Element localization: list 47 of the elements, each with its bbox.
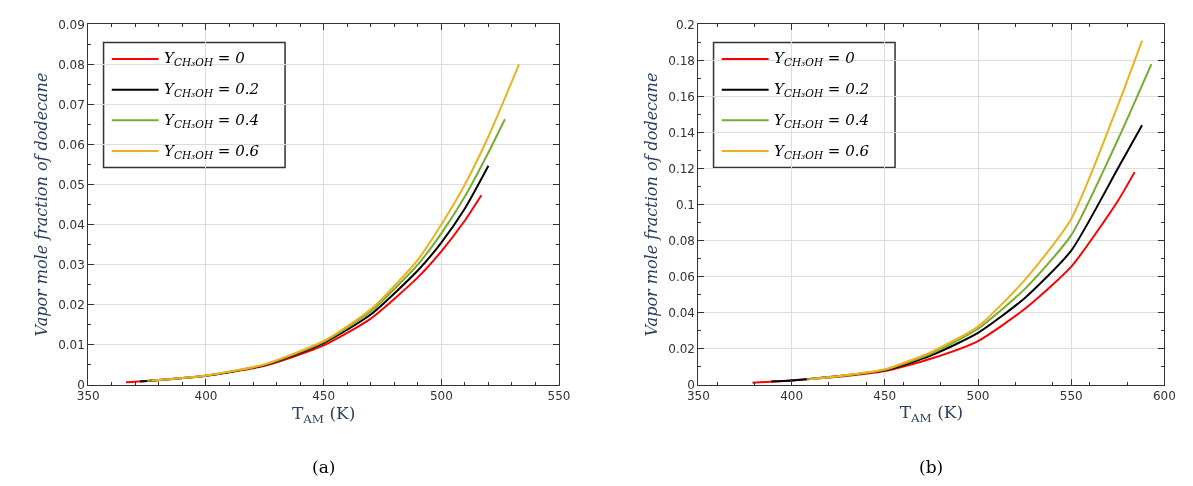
y-tick-label: 0.18 [668, 53, 695, 68]
legend-label: Y$_{CH₃OH}$ = 0.2 [774, 80, 870, 100]
x-axis-title: T$_{AM}$ (K) [899, 402, 964, 425]
legend-label: Y$_{CH₃OH}$ = 0.6 [164, 142, 260, 162]
x-tick-label: 500 [966, 389, 990, 403]
y-tick-label: 0.2 [675, 17, 695, 32]
legend-label: Y$_{CH₃OH}$ = 0 [164, 49, 246, 69]
y-axis-title: Vapor mole fraction of dodecane [32, 72, 52, 337]
y-tick-label: 0.06 [58, 137, 85, 152]
y-tick-label: 0.07 [58, 97, 85, 112]
x-tick-label: 350 [686, 389, 710, 403]
legend-label: Y$_{CH₃OH}$ = 0.4 [164, 111, 260, 131]
y-tick-label: 0 [687, 377, 695, 392]
y-tick-label: 0.02 [668, 341, 695, 356]
x-tick-label: 400 [194, 389, 218, 403]
y-tick-label: 0 [77, 377, 85, 392]
y-tick-label: 0.12 [668, 161, 695, 176]
y-tick-label: 0.08 [58, 57, 85, 72]
x-tick-label: 450 [873, 389, 897, 403]
y-tick-label: 0.08 [668, 233, 695, 248]
text: (b) [919, 457, 944, 477]
y-tick-label: 0.16 [668, 89, 695, 104]
text: (a) [312, 457, 336, 477]
x-tick-label: 350 [76, 389, 100, 403]
x-tick-label: 550 [1059, 389, 1083, 403]
y-tick-label: 0.09 [58, 17, 85, 32]
x-tick-label: 600 [1152, 389, 1176, 403]
legend-label: Y$_{CH₃OH}$ = 0.2 [164, 80, 260, 100]
y-tick-label: 0.02 [58, 297, 85, 312]
y-tick-label: 0.04 [668, 305, 695, 320]
legend-label: Y$_{CH₃OH}$ = 0.6 [774, 142, 870, 162]
y-tick-label: 0.03 [58, 257, 85, 272]
x-tick-label: 500 [429, 389, 453, 403]
line-series [751, 171, 1136, 384]
y-tick-label: 0.14 [668, 125, 695, 140]
y-axis-title: Vapor mole fraction of dodecane [642, 72, 662, 337]
y-tick-label: 0.1 [675, 197, 695, 212]
x-tick-label: 550 [547, 389, 571, 403]
x-tick-label: 450 [312, 389, 336, 403]
y-tick-label: 0.01 [58, 337, 85, 352]
x-tick-label: 400 [780, 389, 804, 403]
legend-label: Y$_{CH₃OH}$ = 0.4 [774, 111, 870, 131]
y-tick-label: 0.05 [58, 177, 85, 192]
x-axis-title: T$_{AM}$ (K) [291, 403, 356, 426]
legend-label: Y$_{CH₃OH}$ = 0 [774, 49, 856, 69]
y-tick-label: 0.04 [58, 217, 85, 232]
y-tick-label: 0.06 [668, 269, 695, 284]
